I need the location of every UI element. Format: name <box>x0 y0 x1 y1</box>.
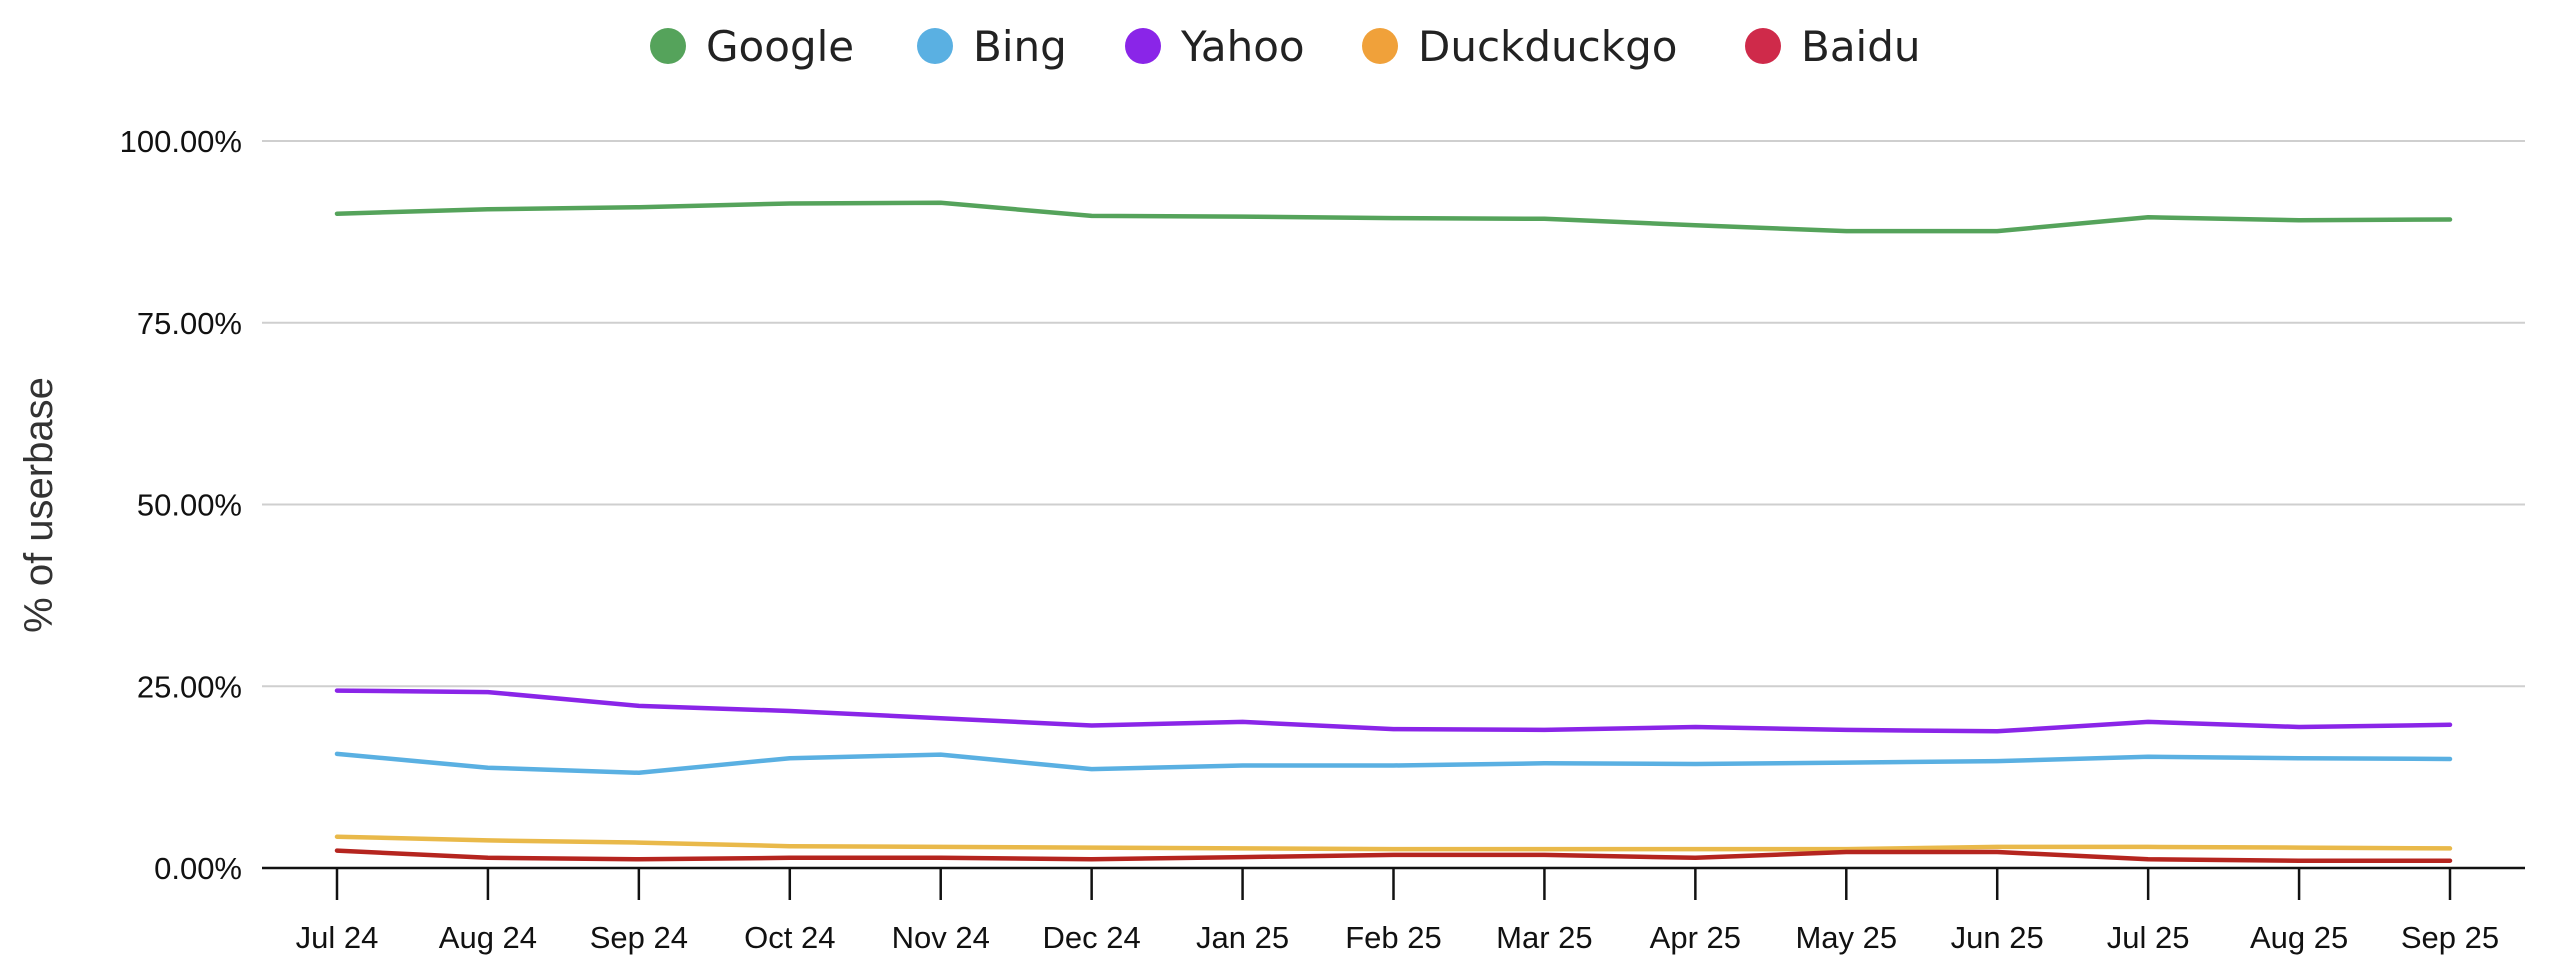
x-tick-label: Sep 25 <box>2401 920 2499 955</box>
legend-label: Yahoo <box>1180 22 1305 71</box>
x-tick-label: Jun 25 <box>1951 920 2044 955</box>
legend-marker <box>917 28 953 64</box>
y-tick-label: 25.00% <box>137 669 242 704</box>
legend-label: Bing <box>973 22 1067 71</box>
series-line-duckduckgo <box>334 834 2453 852</box>
x-tick-label: Feb 25 <box>1345 920 1442 955</box>
x-tick-label: Mar 25 <box>1496 920 1592 955</box>
y-axis-label-group: % of userbase <box>17 377 61 633</box>
y-axis-label: % of userbase <box>17 377 61 633</box>
legend-marker <box>650 28 686 64</box>
series-lines <box>334 200 2453 863</box>
gridlines <box>262 140 2525 688</box>
x-tick-label: Dec 24 <box>1043 920 1141 955</box>
x-tick-label: Sep 24 <box>590 920 688 955</box>
x-tick-label: Aug 24 <box>439 920 537 955</box>
legend-marker <box>1362 28 1398 64</box>
x-axis: Jul 24 Aug 24 Sep 24 Oct 24 Nov 24 Dec 24 Jan … <box>262 866 2525 955</box>
legend-marker <box>1125 28 1161 64</box>
legend-item-yahoo: Yahoo <box>1125 22 1305 71</box>
legend-item-bing: Bing <box>917 22 1067 71</box>
legend-marker <box>1745 28 1781 64</box>
x-tick-label: Apr 25 <box>1650 920 1741 955</box>
y-tick-label: 100.00% <box>120 124 242 159</box>
series-line-yahoo <box>334 688 2453 734</box>
x-tick-label: Jul 25 <box>2107 920 2190 955</box>
legend-item-google: Google <box>650 22 854 71</box>
legend-label: Duckduckgo <box>1418 22 1677 71</box>
legend-item-baidu: Baidu <box>1745 22 1921 71</box>
series-line-bing <box>334 751 2453 776</box>
y-tick-label: 75.00% <box>137 306 242 341</box>
x-tick-label: Nov 24 <box>892 920 990 955</box>
legend: Google Bing Yahoo Duckduckgo Baidu <box>650 22 1921 71</box>
legend-label: Baidu <box>1801 22 1921 71</box>
series-line-google <box>334 200 2453 234</box>
x-tick-label: Aug 25 <box>2250 920 2348 955</box>
x-tick-label: Jan 25 <box>1196 920 1289 955</box>
x-tick-label: May 25 <box>1795 920 1897 955</box>
x-tick-label: Oct 24 <box>744 920 835 955</box>
x-tick-label: Jul 24 <box>296 920 379 955</box>
y-axis-ticks: 0.00% 25.00% 50.00% 75.00% 100.00% <box>120 124 242 886</box>
legend-item-duckduckgo: Duckduckgo <box>1362 22 1677 71</box>
legend-label: Google <box>706 22 854 71</box>
y-tick-label: 50.00% <box>137 488 242 523</box>
series-line-baidu <box>334 848 2453 863</box>
y-tick-label: 0.00% <box>154 851 242 886</box>
